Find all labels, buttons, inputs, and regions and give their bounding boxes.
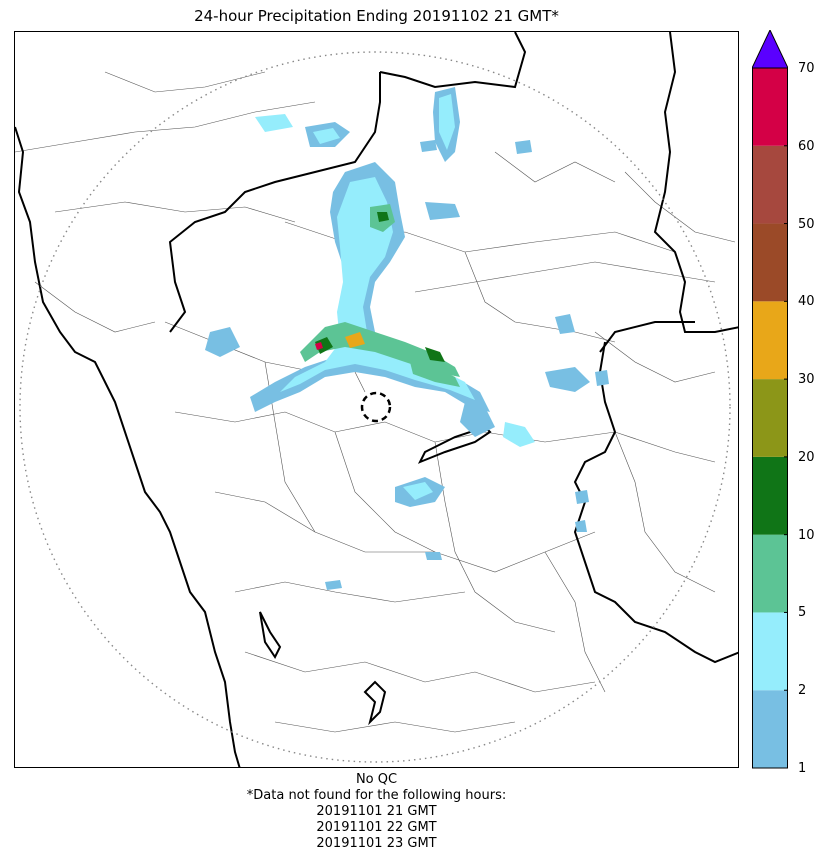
colorbar-tick-label: 5 xyxy=(798,605,807,621)
colorbar-bin xyxy=(752,223,788,302)
colorbar-bin xyxy=(752,379,788,457)
chart-title: 24-hour Precipitation Ending 20191102 21… xyxy=(194,7,559,25)
missing-data-note: *Data not found for the following hours: xyxy=(246,788,507,803)
colorbar-svg xyxy=(751,28,789,769)
colorbar-tick-label: 20 xyxy=(798,449,815,465)
colorbar-bin xyxy=(752,534,788,613)
colorbar-extend-arrow xyxy=(751,28,789,69)
colorbar-bin xyxy=(752,145,788,224)
state-boundaries xyxy=(15,32,738,767)
missing-hour: 20191101 22 GMT xyxy=(316,820,437,835)
colorbar xyxy=(751,28,789,770)
missing-hour: 20191101 21 GMT xyxy=(316,804,437,819)
range-ring xyxy=(19,51,731,763)
missing-hour: 20191101 23 GMT xyxy=(316,836,437,851)
colorbar-tick-label: 40 xyxy=(798,294,815,310)
colorbar-border xyxy=(752,67,788,769)
colorbar-tick-label: 50 xyxy=(798,216,815,232)
footer-notes: No QC *Data not found for the following … xyxy=(14,772,739,852)
colorbar-tick-label: 30 xyxy=(798,372,815,388)
district-boundaries xyxy=(15,71,736,733)
precipitation-echoes xyxy=(205,87,609,590)
radar-map xyxy=(14,31,739,768)
map-svg xyxy=(15,32,738,767)
colorbar-tick-label: 60 xyxy=(798,138,815,154)
colorbar-tick-label: 2 xyxy=(798,683,807,699)
colorbar-bin xyxy=(752,690,788,768)
qc-status: No QC xyxy=(355,772,398,787)
colorbar-tick-label: 70 xyxy=(798,61,815,76)
colorbar-bin xyxy=(752,456,788,535)
radar-site-marker xyxy=(360,391,392,423)
colorbar-tick-label: 1 xyxy=(798,761,807,776)
colorbar-tick-label: 10 xyxy=(798,527,815,543)
colorbar-bin xyxy=(752,301,788,380)
colorbar-bin xyxy=(752,68,788,146)
colorbar-bin xyxy=(752,612,788,691)
